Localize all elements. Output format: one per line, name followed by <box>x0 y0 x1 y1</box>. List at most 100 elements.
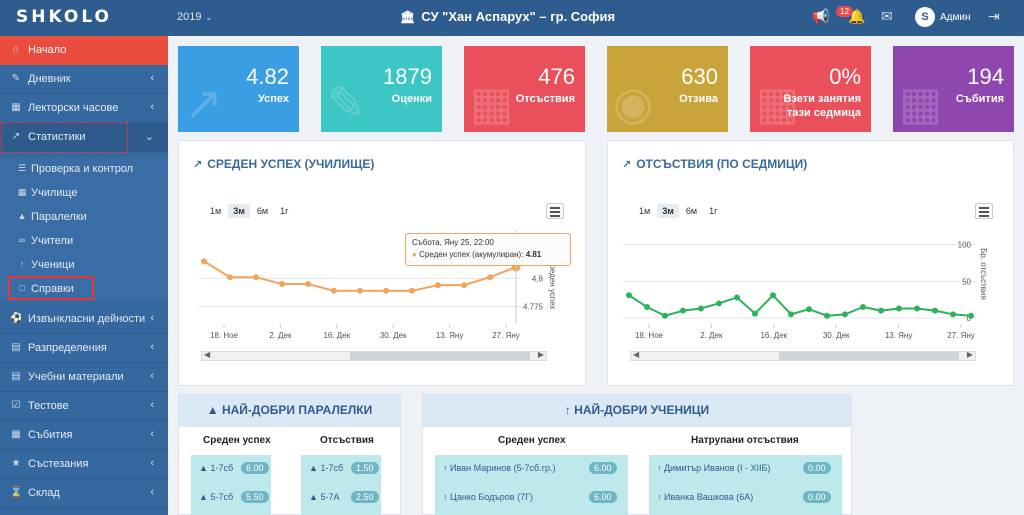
chevron-down-icon: ⌄ <box>205 13 213 22</box>
data-point <box>806 306 812 313</box>
zoom-1y[interactable]: 1г <box>280 206 289 216</box>
school-name: СУ "Хан Аспарух" – гр. София <box>421 9 616 24</box>
tile-absences[interactable]: ▦ 476 Отсъствия <box>464 46 585 132</box>
data-point <box>487 274 493 281</box>
data-point <box>968 312 974 319</box>
zoom-3m[interactable]: 3м <box>657 204 679 218</box>
scroll-thumb[interactable] <box>350 352 530 360</box>
tile-reviews[interactable]: ◉ 630 Отзива <box>607 46 728 132</box>
chart-scrollbar[interactable]: ◀ ▶ <box>630 350 976 361</box>
data-point <box>734 294 740 301</box>
scroll-right-icon: ▶ <box>966 350 973 359</box>
sidebar-item-label: Начало <box>28 44 67 56</box>
sidebar-sub-teachers[interactable]: ∞ Учители <box>0 229 168 253</box>
sidebar-sub-students[interactable]: ↑ Ученици <box>0 253 168 277</box>
tile-grades[interactable]: ✎ 1879 Оценки <box>321 46 442 132</box>
sidebar-item-label: Склад <box>28 487 60 499</box>
zoom-3m[interactable]: 3м <box>228 204 250 218</box>
user-name[interactable]: Админ <box>940 12 971 23</box>
data-point <box>860 304 866 310</box>
x-tick-label: 13. Яну <box>885 331 913 340</box>
sidebar-item-diary[interactable]: ✎ Дневник ‹ <box>0 65 168 94</box>
row-value-pill: 6.00 <box>589 462 617 474</box>
best-classes-header <box>179 395 400 427</box>
row-name: 5-7А <box>320 492 340 502</box>
tooltip-value: 4.81 <box>525 250 542 259</box>
sidebar-sub-check-control[interactable]: ☰ Проверка и контрол <box>0 157 168 181</box>
year-selector[interactable]: 2019 ⌄ <box>177 11 212 23</box>
sidebar-item-warehouse[interactable]: ⌛ Склад ‹ <box>0 479 168 508</box>
scroll-thumb[interactable] <box>779 352 959 360</box>
inbox-icon[interactable]: ✉ <box>881 8 893 24</box>
chart-icon: ↗ <box>11 131 21 142</box>
avatar[interactable]: S <box>915 7 935 27</box>
megaphone-icon[interactable]: 📢 <box>812 8 830 24</box>
zoom-buttons: 1м 3м 6м 1г <box>205 204 295 218</box>
zoom-6m[interactable]: 6м <box>256 206 269 216</box>
sidebar-item-home[interactable]: ⌂ Начало <box>0 36 168 65</box>
zoom-1y[interactable]: 1г <box>709 206 718 216</box>
building-icon: ▦ <box>17 187 27 197</box>
chart-menu-button[interactable] <box>546 203 564 219</box>
tile-lessons-taken[interactable]: ▦ 0% Взети занятия тази седмица <box>750 46 871 132</box>
sidebar-sub-label: Ученици <box>31 259 75 271</box>
chart-scrollbar[interactable]: ◀ ▶ <box>201 350 547 361</box>
best-students-title: ↑ Най-добри ученици <box>423 403 851 417</box>
best-classes-panel: ▲ Най-добри паралелки Среден успех Отсъс… <box>178 394 401 515</box>
sidebar-item-label: Извънкласни дейности <box>28 313 146 325</box>
sidebar-item-events[interactable]: ▦ Събития ‹ <box>0 421 168 450</box>
chevron-left-icon: ‹ <box>150 370 154 382</box>
sidebar-item-lecture-hours[interactable]: ▦ Лекторски часове ‹ <box>0 94 168 123</box>
sidebar-item-extracurricular[interactable]: ⚽ Извънкласни дейности ‹ <box>0 305 168 334</box>
row-value-pill: 2.50 <box>351 491 379 503</box>
tile-value: 194 <box>967 64 1004 89</box>
sidebar-sub-classes[interactable]: ▲ Паралелки <box>0 205 168 229</box>
x-tick-label: 27. Яну <box>492 331 520 340</box>
logo[interactable]: SHKOLO <box>16 7 113 27</box>
data-point <box>461 282 467 289</box>
data-point <box>680 307 686 314</box>
row-name: Димитър Иванов (I - XIIБ) <box>664 463 771 473</box>
y-tick-label: 50 <box>962 277 971 286</box>
sidebar-item-distributions[interactable]: ▤ Разпределения ‹ <box>0 334 168 363</box>
row-name: Цанко Бодъров (7Г) <box>450 492 533 502</box>
home-icon: ⌂ <box>12 44 20 55</box>
student-success-list: ↑ Иван Маринов (5-7сб.гр.) 6.00 ↑ Цанко … <box>435 455 628 515</box>
student-icon: ↑ <box>657 463 662 473</box>
chart-menu-button[interactable] <box>975 203 993 219</box>
sidebar-sub-label: Проверка и контрол <box>31 163 134 175</box>
zoom-1m[interactable]: 1м <box>639 206 651 216</box>
x-tick-label: 18. Ное <box>635 331 664 340</box>
row-value-pill: 0.00 <box>803 491 831 503</box>
sidebar-item-label: Статистики <box>28 131 86 143</box>
graduation-cap-icon: ▲ <box>309 463 318 473</box>
sidebar-item-competitions[interactable]: ★ Състезания ‹ <box>0 450 168 479</box>
sidebar-item-tests[interactable]: ☑ Тестове ‹ <box>0 392 168 421</box>
x-tick-label: 30. Дек <box>823 331 850 340</box>
y-tick-label: 4.8 <box>532 274 544 283</box>
x-tick-label: 30. Дек <box>380 331 407 340</box>
cart-icon: ⌛ <box>10 487 23 498</box>
col-header-success: Среден успех <box>498 435 566 446</box>
row-name: Иван Маринов (5-7сб.гр.) <box>450 463 556 473</box>
sidebar-item-materials[interactable]: ▤ Учебни материали ‹ <box>0 363 168 392</box>
tile-success[interactable]: ↗ 4.82 Успех <box>178 46 299 132</box>
student-icon: ↑ <box>19 259 25 269</box>
student-icon: ↑ <box>657 492 662 502</box>
tile-events[interactable]: ▦ 194 Събития <box>893 46 1014 132</box>
tooltip-label: Среден успех (акумулиран): <box>419 250 524 259</box>
sidebar-sub-reports[interactable]: □ Справки <box>0 277 168 301</box>
sidebar-sub-school[interactable]: ▦ Училище <box>0 181 168 205</box>
data-point <box>331 287 337 294</box>
data-point <box>788 311 794 318</box>
data-point <box>644 304 650 310</box>
sidebar-sub-label: Учители <box>31 235 74 247</box>
zoom-6m[interactable]: 6м <box>685 206 698 216</box>
notification-badge: 12 <box>836 6 853 17</box>
trend-up-icon: ↗ <box>184 77 223 129</box>
data-point <box>357 287 363 294</box>
tile-caption: Отсъствия <box>515 93 575 105</box>
sidebar-item-statistics[interactable]: ↗ Статистики ⌄ <box>0 123 168 152</box>
logout-icon[interactable]: ⇥ <box>988 8 1000 24</box>
zoom-1m[interactable]: 1м <box>210 206 222 216</box>
